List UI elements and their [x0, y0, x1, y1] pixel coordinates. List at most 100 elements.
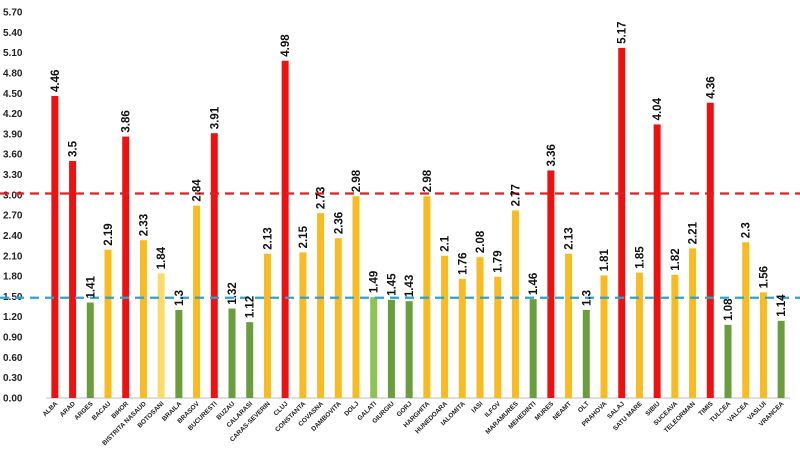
y-tick-label: 1.50 — [3, 292, 23, 303]
y-tick-label: 4.20 — [3, 109, 23, 120]
data-label: 2.21 — [688, 221, 700, 244]
x-tick-label: BACAU — [91, 400, 113, 422]
data-label: 2.13 — [262, 227, 274, 249]
data-label: 1.81 — [599, 248, 611, 271]
data-label: 1.3 — [581, 290, 593, 306]
bar — [228, 308, 236, 398]
bars — [51, 47, 785, 399]
data-label: 2.19 — [103, 223, 115, 245]
data-label: 4.04 — [652, 97, 664, 120]
bar — [104, 249, 112, 398]
bar — [759, 292, 767, 398]
bar — [494, 276, 502, 398]
bar — [352, 196, 360, 398]
data-label: 5.17 — [617, 22, 629, 44]
data-label: 2.08 — [475, 230, 487, 253]
bar — [370, 297, 378, 398]
bar — [299, 252, 307, 398]
data-label: 1.08 — [723, 298, 735, 321]
x-tick-label: OLT — [577, 400, 591, 414]
bar — [742, 242, 750, 398]
data-label: 2.84 — [192, 179, 204, 202]
data-label: 3.5 — [68, 140, 80, 157]
x-tick-label: NEAMT — [552, 400, 573, 421]
y-axis-ticks: 0.00 0.30 0.60 0.90 1.20 1.50 1.80 2.10 2.40 2.70… — [3, 8, 23, 405]
bar — [724, 324, 732, 398]
y-tick-label: 0.90 — [3, 333, 23, 344]
bar — [547, 170, 555, 398]
y-tick-label: 1.20 — [3, 312, 23, 323]
bar — [635, 272, 643, 398]
data-label: 1.3 — [174, 290, 186, 306]
data-label: 2.3 — [741, 222, 753, 238]
data-label: 1.84 — [156, 246, 168, 269]
bar — [246, 322, 254, 398]
y-tick-label: 3.30 — [3, 170, 23, 181]
bar — [565, 253, 573, 398]
bar — [157, 273, 165, 398]
bar — [458, 278, 466, 398]
y-tick-label: 4.50 — [3, 89, 23, 100]
bar — [387, 299, 395, 398]
y-tick-label: 2.40 — [3, 231, 23, 242]
x-tick-label: IASI — [471, 400, 485, 414]
reference-lines — [0, 192, 800, 299]
bar — [193, 205, 201, 398]
y-tick-label: 0.60 — [3, 353, 23, 364]
data-label: 2.15 — [298, 225, 310, 248]
data-label: 1.45 — [386, 273, 398, 296]
bar — [441, 255, 449, 398]
bar — [69, 160, 77, 398]
y-tick-label: 3.90 — [3, 129, 23, 140]
y-tick-label: 0.00 — [3, 394, 23, 405]
bar — [511, 210, 519, 398]
data-label: 1.76 — [457, 252, 469, 274]
data-label: 1.49 — [369, 271, 381, 293]
bar — [175, 309, 183, 398]
y-tick-label: 0.30 — [3, 373, 23, 384]
data-label: 2.98 — [351, 169, 363, 192]
y-tick-label: 3.60 — [3, 150, 23, 161]
data-label: 2.73 — [316, 187, 328, 209]
y-tick-label: 5.40 — [3, 28, 23, 39]
y-tick-label: 5.10 — [3, 48, 23, 59]
data-labels: 4.46 3.5 1.41 2.19 3.86 2.33 1.84 1.3 2.84 3.91 1.… — [50, 22, 788, 321]
y-tick-label: 1.80 — [3, 272, 23, 283]
data-label: 3.91 — [209, 106, 221, 129]
bar — [281, 60, 289, 398]
data-label: 2.36 — [333, 212, 345, 234]
bar — [777, 320, 785, 398]
data-label: 4.98 — [280, 34, 292, 57]
y-tick-label: 3.00 — [3, 190, 23, 201]
bar — [334, 238, 342, 398]
bar — [405, 301, 413, 398]
data-label: 3.86 — [121, 110, 133, 132]
y-tick-label: 4.80 — [3, 68, 23, 79]
bar — [706, 102, 714, 398]
bar — [529, 299, 537, 398]
data-label: 1.82 — [670, 248, 682, 270]
bar — [86, 302, 94, 398]
data-label: 1.56 — [758, 266, 770, 288]
data-label: 2.33 — [138, 214, 150, 236]
data-label: 3.36 — [546, 144, 558, 166]
data-label: 2.13 — [564, 227, 576, 249]
bar — [122, 136, 130, 398]
data-label: 1.41 — [85, 276, 97, 299]
bar — [139, 240, 147, 398]
bar — [671, 274, 679, 398]
bar — [600, 275, 608, 398]
data-label: 1.32 — [227, 282, 239, 304]
data-label: 2.77 — [510, 184, 522, 206]
data-label: 1.12 — [245, 296, 257, 318]
bar — [317, 213, 325, 398]
bar — [618, 47, 626, 398]
bar — [51, 95, 59, 399]
y-tick-label: 2.70 — [3, 211, 23, 222]
data-label: 1.79 — [493, 250, 505, 272]
bar — [263, 253, 271, 398]
data-label: 2.98 — [422, 169, 434, 192]
bar — [582, 309, 590, 398]
